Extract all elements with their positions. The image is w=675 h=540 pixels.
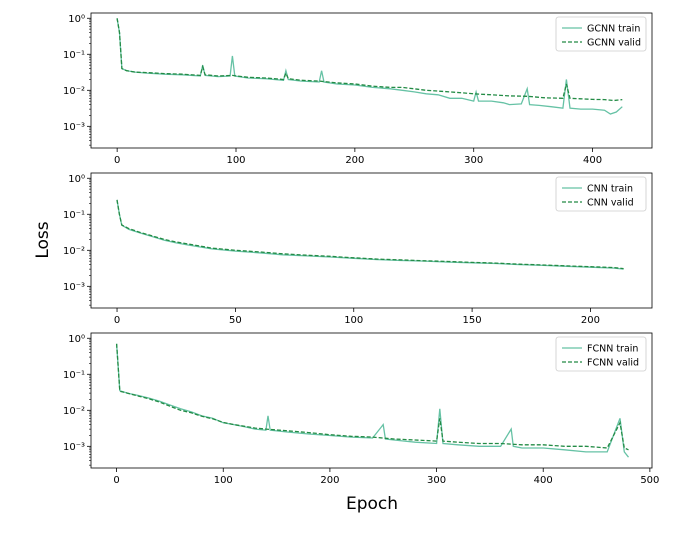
legend-label: GCNN valid [587, 38, 641, 49]
x-tick-label: 100 [344, 315, 363, 326]
legend-box [555, 176, 647, 212]
y-tick-label: 10⁻³ [63, 122, 85, 133]
x-tick-label: 300 [464, 155, 483, 166]
x-tick-label: 200 [320, 475, 339, 486]
y-tick-label: 10⁻² [63, 406, 85, 417]
y-tick-label: 10⁻² [63, 86, 85, 97]
y-tick-label: 10⁻² [63, 246, 85, 257]
x-tick-label: 400 [583, 155, 602, 166]
y-tick-label: 10⁻³ [63, 282, 85, 293]
x-tick-label: 0 [113, 475, 119, 486]
x-tick-label: 200 [345, 155, 364, 166]
subplot-3: 10⁰ 10⁻¹ 10⁻² 10⁻³ 0 100 200 300 400 500 FCNN trai… [63, 332, 659, 486]
legend-box [555, 336, 647, 372]
legend-label: CNN valid [587, 198, 634, 209]
legend-box [555, 16, 647, 52]
series-line-valid [115, 343, 629, 451]
legend-label: GCNN train [587, 24, 640, 35]
x-tick-label: 150 [463, 315, 482, 326]
series-line-valid [116, 18, 623, 102]
y-tick-label: 10⁻³ [63, 442, 85, 453]
x-tick-label: 100 [214, 475, 233, 486]
legend-label: FCNN valid [587, 358, 639, 369]
x-tick-label: 100 [226, 155, 245, 166]
y-tick-label: 10⁰ [68, 174, 85, 185]
series-line-valid [116, 199, 624, 270]
x-tick-label: 300 [427, 475, 446, 486]
y-tick-label: 10⁻¹ [63, 370, 85, 381]
legend: GCNN train GCNN valid [555, 16, 647, 52]
x-axis-title: Epoch [346, 494, 398, 514]
legend: FCNN train FCNN valid [555, 336, 647, 372]
series-line-train [116, 18, 623, 115]
y-axis-title: Loss [33, 221, 53, 258]
y-tick-label: 10⁻¹ [63, 50, 85, 61]
plot-frame [90, 332, 653, 469]
x-tick-label: 0 [114, 315, 120, 326]
x-tick-label: 200 [581, 315, 600, 326]
legend-label: CNN train [587, 184, 633, 195]
x-tick-label: 400 [534, 475, 553, 486]
y-tick-label: 10⁰ [68, 14, 85, 25]
series-line-train [115, 343, 630, 458]
legend-label: FCNN train [587, 344, 638, 355]
legend: CNN train CNN valid [555, 176, 647, 212]
x-tick-label: 0 [114, 155, 120, 166]
x-tick-label: 500 [640, 475, 659, 486]
x-tick-label: 50 [229, 315, 242, 326]
plot-frame [90, 172, 653, 309]
plot-frame [90, 12, 653, 149]
y-tick-label: 10⁻¹ [63, 210, 85, 221]
y-tick-label: 10⁰ [68, 334, 85, 345]
